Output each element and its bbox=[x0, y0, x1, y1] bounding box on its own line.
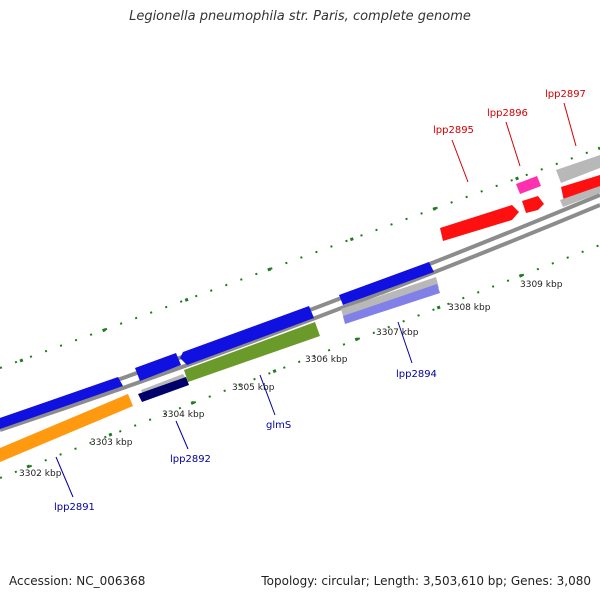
scale-label-3309: 3309 kbp bbox=[520, 280, 563, 290]
cds-forward-pink[interactable] bbox=[516, 176, 541, 194]
reverse-strand-features bbox=[0, 186, 600, 462]
cds-forward-blue-2[interactable] bbox=[135, 353, 181, 381]
cds-forward-red-1[interactable] bbox=[440, 205, 519, 241]
scale-label-3304: 3304 kbp bbox=[162, 410, 205, 420]
cds-reverse-olive[interactable] bbox=[184, 322, 320, 382]
gene-label-leaders bbox=[55, 102, 577, 498]
scale-label-3306: 3306 kbp bbox=[305, 355, 348, 365]
leader-lpp2896 bbox=[505, 121, 521, 167]
scale-labels: 3302 kbp 3303 kbp 3304 kbp 3305 kbp 3306… bbox=[19, 280, 563, 479]
gene-label-glmS[interactable]: glmS bbox=[266, 420, 291, 431]
inner-minor-ticks bbox=[0, 244, 600, 479]
gene-label-lpp2897[interactable]: lpp2897 bbox=[545, 89, 586, 100]
gene-label-lpp2894[interactable]: lpp2894 bbox=[396, 369, 437, 380]
cds-forward-blue-4[interactable] bbox=[339, 262, 434, 305]
topology-info: Topology: circular; Length: 3,503,610 bp… bbox=[261, 574, 591, 588]
cds-forward-red-2[interactable] bbox=[522, 196, 544, 213]
gene-label-lpp2892[interactable]: lpp2892 bbox=[170, 454, 211, 465]
gene-labels: lpp2891 lpp2892 glmS lpp2894 lpp2895 lpp… bbox=[54, 89, 586, 513]
leader-lpp2892 bbox=[175, 420, 189, 450]
leader-lpp2895 bbox=[451, 139, 469, 183]
cds-forward-blue-1[interactable] bbox=[0, 377, 123, 429]
backbone-outer bbox=[0, 193, 600, 422]
map-title: Legionella pneumophila str. Paris, compl… bbox=[129, 9, 471, 24]
cds-forward-blue-3[interactable] bbox=[180, 306, 314, 365]
cds-reverse-lavender[interactable] bbox=[343, 284, 440, 324]
leader-glmS bbox=[259, 374, 276, 416]
cds-forward-gray[interactable] bbox=[556, 155, 600, 183]
scale-label-3303: 3303 kbp bbox=[90, 438, 133, 448]
scale-label-3308: 3308 kbp bbox=[448, 303, 491, 313]
backbone-inner bbox=[0, 203, 600, 432]
cds-reverse-navy[interactable] bbox=[138, 377, 189, 402]
cds-forward-red-3[interactable] bbox=[561, 175, 600, 201]
leader-lpp2891 bbox=[55, 456, 74, 498]
inner-tick-row bbox=[0, 243, 600, 479]
leader-lpp2894 bbox=[397, 321, 413, 364]
gene-label-lpp2891[interactable]: lpp2891 bbox=[54, 502, 95, 513]
cds-reverse-orange[interactable] bbox=[0, 394, 133, 462]
scale-label-3305: 3305 kbp bbox=[232, 383, 275, 393]
scale-label-3302: 3302 kbp bbox=[19, 469, 62, 479]
leader-lpp2897 bbox=[563, 102, 577, 147]
accession-info: Accession: NC_006368 bbox=[9, 574, 146, 588]
gene-label-lpp2895[interactable]: lpp2895 bbox=[433, 125, 474, 136]
cds-reverse-gray-3[interactable] bbox=[560, 186, 600, 207]
forward-strand-features bbox=[0, 155, 600, 429]
gene-label-lpp2896[interactable]: lpp2896 bbox=[487, 108, 528, 119]
scale-label-3307: 3307 kbp bbox=[376, 328, 419, 338]
